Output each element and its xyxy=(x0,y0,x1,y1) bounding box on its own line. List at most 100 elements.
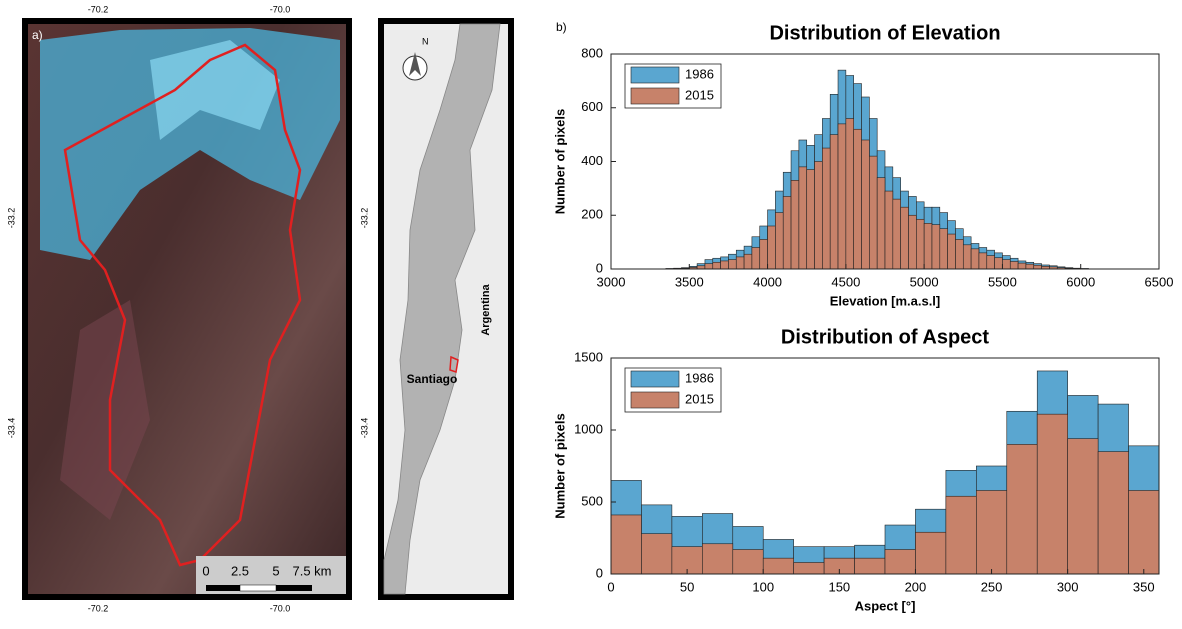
bar xyxy=(948,234,956,269)
lon-label: -70.0 xyxy=(270,4,291,14)
bar xyxy=(807,170,815,269)
bar xyxy=(916,219,924,269)
y-tick-label: 0 xyxy=(596,565,603,580)
bar xyxy=(1037,414,1067,574)
bar xyxy=(768,226,776,269)
bar xyxy=(963,245,971,269)
x-tick-label: 6000 xyxy=(1066,274,1095,289)
x-tick-label: 4500 xyxy=(831,274,860,289)
y-tick-label: 1000 xyxy=(574,421,603,436)
legend-swatch xyxy=(631,67,679,83)
y-tick-label: 200 xyxy=(581,207,603,222)
country-label: Argentina xyxy=(480,283,492,335)
bar xyxy=(987,256,995,269)
y-tick-label: 600 xyxy=(581,99,603,114)
y-axis-label: Number of pixels xyxy=(552,413,567,518)
bar xyxy=(733,550,763,574)
bar xyxy=(908,215,916,269)
bar xyxy=(877,178,885,269)
y-tick-label: 800 xyxy=(581,45,603,60)
bar xyxy=(721,261,729,269)
bar xyxy=(1007,444,1037,574)
bar xyxy=(830,135,838,269)
x-tick-label: 4000 xyxy=(753,274,782,289)
bar xyxy=(760,239,768,269)
scale-label: 0 xyxy=(202,563,209,578)
bar xyxy=(736,257,744,269)
legend-label: 1986 xyxy=(685,66,714,81)
bar xyxy=(924,223,932,269)
bar xyxy=(932,225,940,269)
lat-label: -33.4 xyxy=(359,418,369,439)
panel-label: a) xyxy=(32,28,43,42)
bar xyxy=(838,124,846,269)
bar xyxy=(979,253,987,269)
satellite-map: 0 2.5 5 7.5 km a) -70.2 -70.0 -70.2 -70.… xyxy=(6,4,369,613)
bar xyxy=(799,167,807,269)
x-tick-label: 200 xyxy=(905,579,927,594)
lon-label: -70.2 xyxy=(88,603,109,613)
bar xyxy=(705,264,713,269)
bar xyxy=(976,490,1006,574)
bar xyxy=(885,550,915,574)
panel-label: b) xyxy=(556,20,567,34)
y-tick-label: 500 xyxy=(581,493,603,508)
bar xyxy=(855,558,885,574)
scale-bar xyxy=(240,585,276,591)
x-tick-label: 100 xyxy=(752,579,774,594)
bar xyxy=(901,207,909,269)
x-tick-label: 350 xyxy=(1133,579,1155,594)
bar xyxy=(846,119,854,270)
bar xyxy=(822,148,830,269)
bar xyxy=(915,532,945,574)
bar xyxy=(775,213,783,269)
x-tick-label: 5500 xyxy=(988,274,1017,289)
lon-label: -70.0 xyxy=(270,603,291,613)
scale-label: 2.5 xyxy=(231,563,249,578)
bar xyxy=(713,262,721,269)
bar xyxy=(783,196,791,269)
bar xyxy=(752,248,760,270)
x-tick-label: 3000 xyxy=(597,274,626,289)
bar xyxy=(794,562,824,574)
y-axis-label: Number of pixels xyxy=(552,109,567,214)
legend-label: 2015 xyxy=(685,391,714,406)
lat-label: -33.2 xyxy=(359,208,369,229)
bar xyxy=(1068,439,1098,574)
x-tick-label: 3500 xyxy=(675,274,704,289)
x-axis-label: Elevation [m.a.s.l] xyxy=(830,293,941,308)
chart-title: Distribution of Elevation xyxy=(769,22,1000,44)
x-tick-label: 50 xyxy=(680,579,694,594)
bar xyxy=(946,496,976,574)
bar xyxy=(728,260,736,269)
legend-swatch xyxy=(631,88,679,104)
bar xyxy=(1010,261,1018,269)
bar xyxy=(885,191,893,269)
north-label: N xyxy=(422,36,429,46)
lat-label: -33.4 xyxy=(6,418,16,439)
x-tick-label: 6500 xyxy=(1145,274,1174,289)
legend-swatch xyxy=(631,371,679,387)
x-axis-label: Aspect [°] xyxy=(855,598,916,613)
x-tick-label: 250 xyxy=(981,579,1003,594)
bar xyxy=(611,515,641,574)
bar xyxy=(940,229,948,269)
bar xyxy=(1002,260,1010,269)
bar xyxy=(869,156,877,269)
x-tick-label: 300 xyxy=(1057,579,1079,594)
bar xyxy=(862,140,870,269)
y-tick-label: 1500 xyxy=(574,349,603,364)
legend-swatch xyxy=(631,392,679,408)
bar xyxy=(641,534,671,574)
scale-bar xyxy=(206,585,240,591)
locator-map: N Argentina Santiago xyxy=(378,18,514,600)
chart-title: Distribution of Aspect xyxy=(781,326,989,348)
bar xyxy=(702,544,732,574)
scale-label: 5 xyxy=(272,563,279,578)
bar xyxy=(1129,490,1159,574)
bar xyxy=(763,558,793,574)
bar xyxy=(791,180,799,269)
bar xyxy=(1034,265,1042,269)
